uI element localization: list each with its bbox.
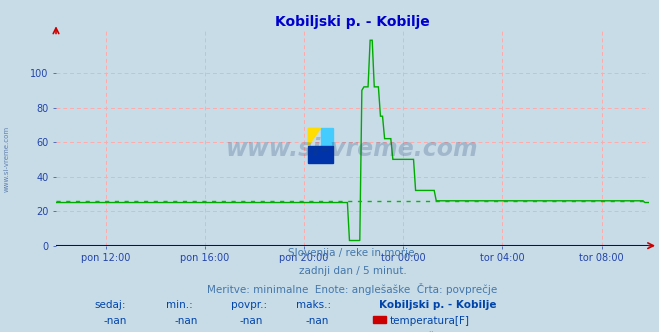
Text: povpr.:: povpr.: — [231, 300, 267, 310]
Text: temperatura[F]: temperatura[F] — [390, 316, 470, 326]
Polygon shape — [320, 128, 333, 145]
Text: -nan: -nan — [305, 316, 328, 326]
Bar — [308, 145, 333, 163]
Text: sedaj:: sedaj: — [95, 300, 126, 310]
Text: www.si-vreme.com: www.si-vreme.com — [226, 136, 479, 161]
Text: -nan: -nan — [240, 316, 263, 326]
Bar — [373, 316, 386, 323]
Polygon shape — [308, 128, 320, 145]
Text: -nan: -nan — [175, 316, 198, 326]
Text: min.:: min.: — [166, 300, 192, 310]
Text: -nan: -nan — [103, 316, 127, 326]
Text: zadnji dan / 5 minut.: zadnji dan / 5 minut. — [299, 266, 407, 276]
Text: Kobiljski p. - Kobilje: Kobiljski p. - Kobilje — [380, 300, 497, 310]
Title: Kobiljski p. - Kobilje: Kobiljski p. - Kobilje — [275, 15, 430, 29]
Text: Meritve: minimalne  Enote: anglešaške  Črta: povprečje: Meritve: minimalne Enote: anglešaške Črt… — [208, 283, 498, 295]
Text: www.si-vreme.com: www.si-vreme.com — [3, 126, 10, 193]
Text: Slovenija / reke in morje.: Slovenija / reke in morje. — [287, 248, 418, 258]
Text: maks.:: maks.: — [297, 300, 331, 310]
